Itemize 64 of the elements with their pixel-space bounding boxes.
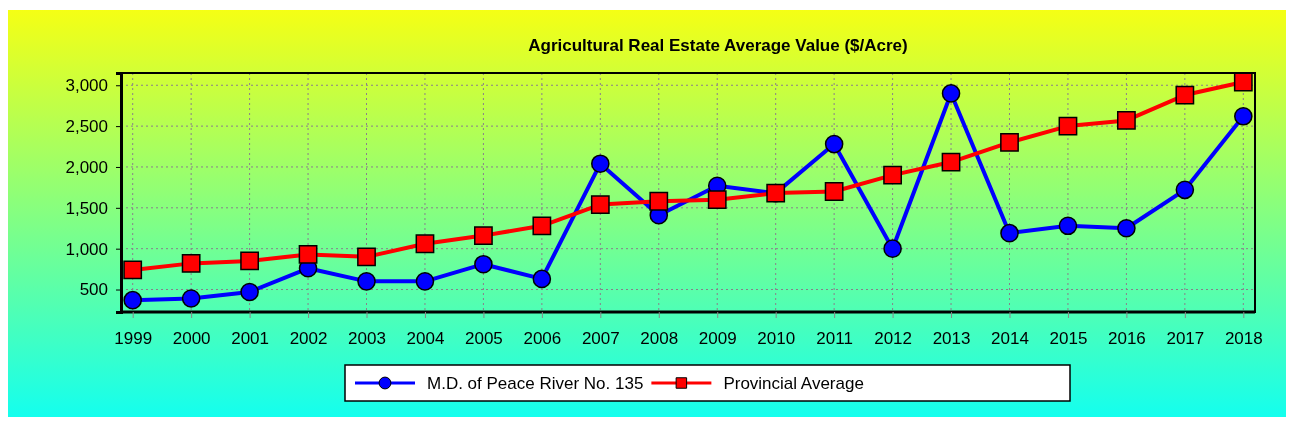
point	[240, 251, 260, 271]
point	[1058, 116, 1078, 136]
point	[1000, 133, 1019, 152]
x-tick-label: 2014	[991, 329, 1029, 349]
point	[824, 182, 844, 201]
point	[941, 84, 961, 103]
point	[1233, 72, 1253, 92]
point	[1117, 218, 1136, 238]
y-tick-label: 1,000	[65, 239, 108, 259]
x-tick-label: 1999	[114, 329, 153, 349]
x-tick-label: 2005	[465, 329, 503, 349]
y-tick-label: 3,000	[65, 76, 108, 96]
x-tick-label: 2013	[932, 329, 971, 349]
point	[824, 134, 844, 154]
point	[590, 195, 610, 214]
y-tick-label: 1,500	[65, 198, 108, 218]
y-tick-label: 2,500	[65, 117, 108, 137]
legend-label: M.D. of Peace River No. 135	[427, 374, 644, 393]
point	[123, 290, 142, 310]
x-tick-label: 2000	[172, 329, 211, 349]
x-tick-label: 2007	[581, 329, 620, 349]
point	[474, 226, 493, 246]
point	[1116, 110, 1136, 130]
x-tick-label: 2003	[348, 329, 386, 349]
x-tick-label: 2001	[231, 329, 270, 349]
x-tick-label: 2012	[874, 329, 912, 349]
point	[532, 269, 552, 289]
point	[707, 190, 727, 210]
point	[883, 165, 902, 185]
y-tick-label: 2,000	[65, 157, 108, 177]
point	[591, 154, 610, 173]
point	[1000, 223, 1019, 243]
point	[649, 191, 669, 211]
point	[357, 272, 376, 291]
legend-label: Provincial Average	[723, 374, 864, 393]
point	[181, 289, 201, 308]
point	[357, 247, 376, 267]
x-tick-label: 2008	[640, 329, 679, 349]
x-tick-label: 2002	[289, 329, 328, 349]
point	[240, 282, 259, 302]
x-tick-label: 2004	[406, 329, 445, 349]
point	[474, 254, 493, 274]
y-tick-label: 500	[79, 280, 108, 300]
point	[415, 272, 435, 291]
x-tick-label: 2011	[816, 329, 853, 349]
point	[415, 234, 435, 254]
point	[123, 260, 143, 280]
point	[181, 253, 201, 273]
point	[1175, 85, 1195, 105]
point	[941, 152, 961, 172]
point	[883, 239, 902, 258]
x-tick-label: 2010	[757, 329, 796, 349]
point	[1058, 216, 1078, 236]
chart-title: Agricultural Real Estate Average Value ($/Acre)	[528, 36, 908, 55]
point	[1234, 107, 1253, 126]
x-tick-label: 2006	[523, 329, 562, 349]
x-tick-label: 2017	[1166, 329, 1205, 349]
x-tick-label: 2018	[1224, 329, 1263, 349]
point	[1175, 180, 1195, 200]
point	[532, 216, 552, 236]
x-tick-label: 2015	[1049, 329, 1088, 349]
x-tick-label: 2016	[1107, 329, 1146, 349]
x-tick-label: 2009	[698, 329, 737, 349]
point	[298, 244, 318, 264]
